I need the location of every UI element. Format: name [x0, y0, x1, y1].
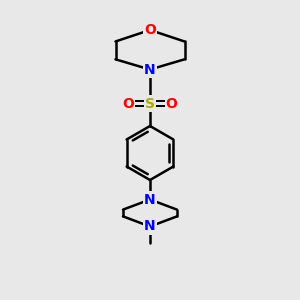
Text: O: O	[122, 97, 134, 110]
Text: S: S	[145, 97, 155, 110]
Text: N: N	[144, 193, 156, 206]
Text: N: N	[144, 220, 156, 233]
Text: O: O	[166, 97, 178, 110]
Text: N: N	[144, 62, 156, 76]
Text: O: O	[144, 23, 156, 37]
